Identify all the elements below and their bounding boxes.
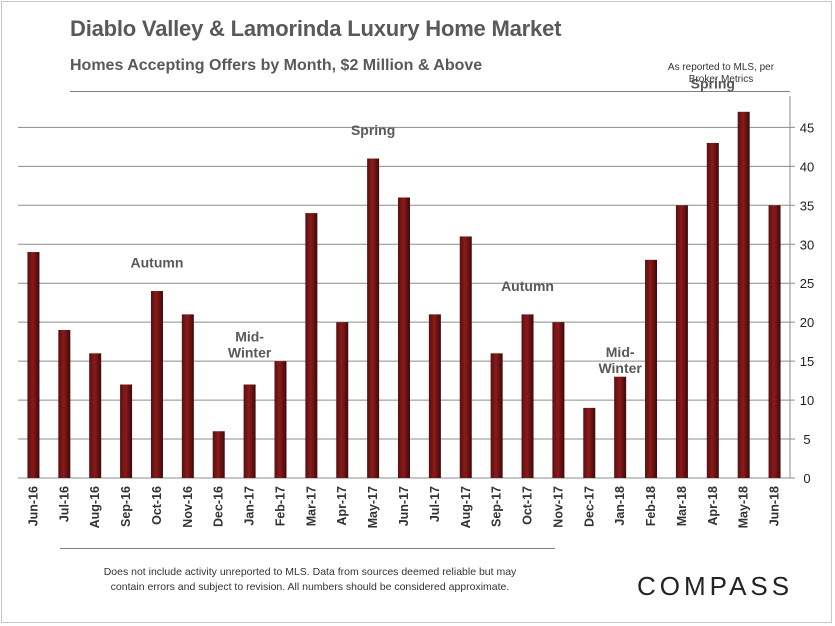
y-tick-label: 10 [800, 393, 814, 408]
x-tick-label: Oct-16 [150, 486, 164, 525]
bar [89, 353, 102, 478]
bar [490, 353, 503, 478]
bar [737, 111, 750, 479]
x-tick-label: Jun-17 [397, 486, 411, 526]
bar [274, 361, 287, 478]
bar [150, 291, 163, 478]
x-tick-label: Dec-16 [212, 486, 226, 527]
bar [367, 158, 380, 478]
x-tick-label: Aug-17 [459, 486, 473, 528]
bar [552, 322, 565, 478]
bar [428, 314, 441, 478]
y-tick-label: 5 [803, 432, 810, 447]
bar [336, 322, 349, 478]
source-note-line1: As reported to MLS, per [667, 62, 775, 73]
x-tick-label: Nov-16 [181, 486, 195, 528]
source-note-line2: Broker Metrics [688, 74, 754, 85]
x-tick-label: Oct-17 [521, 486, 535, 525]
x-tick-label: Sep-16 [119, 486, 133, 527]
x-tick-label: Mar-17 [304, 486, 318, 526]
x-tick-label: Feb-18 [644, 486, 658, 526]
x-tick-label: Jun-18 [768, 486, 782, 526]
y-tick-label: 0 [803, 471, 810, 486]
bar [305, 213, 318, 479]
x-tick-label: Aug-16 [88, 486, 102, 528]
footer-disclaimer: Does not include activity unreported to … [60, 565, 560, 595]
season-annotation: Mid-Winter [228, 329, 272, 361]
x-tick-label: Jan-18 [613, 486, 627, 526]
y-tick-label: 40 [800, 159, 814, 174]
bar [583, 407, 596, 478]
season-annotation: Mid-Winter [598, 344, 642, 376]
season-annotation: Spring [351, 122, 395, 138]
bar [706, 142, 719, 479]
season-annotation: Autumn [131, 255, 184, 271]
x-tick-label: Jul-16 [57, 486, 71, 522]
bar [645, 259, 658, 478]
x-tick-label: Jun-16 [26, 486, 40, 526]
y-tick-label: 20 [800, 315, 814, 330]
x-tick-label: Nov-17 [551, 486, 565, 528]
bar [181, 314, 194, 478]
bar-chart: 0 5 10 15 20 25 30 35 40 45 Jun-16 Jul-16 Aug-16 Sep-… [18, 75, 814, 528]
y-tick-label: 25 [800, 276, 814, 291]
bar [243, 384, 256, 478]
x-tick-label: Jan-17 [243, 486, 257, 526]
bar [120, 384, 133, 478]
y-tick-label: 15 [800, 354, 814, 369]
x-tick-label: May-18 [737, 486, 751, 528]
header-rule [70, 91, 790, 92]
footer-line2: contain errors and subject to revision. … [110, 581, 510, 593]
bar [675, 205, 688, 478]
chart-subtitle: Homes Accepting Offers by Month, $2 Mill… [70, 57, 483, 74]
x-tick-label: Apr-18 [706, 486, 720, 526]
bar [58, 329, 71, 478]
bar [521, 314, 534, 478]
x-tick-label: May-17 [366, 486, 380, 528]
x-tick-label: Feb-17 [273, 486, 287, 526]
chart-title: Diablo Valley & Lamorinda Luxury Home Ma… [70, 16, 562, 41]
y-tick-label: 30 [800, 237, 814, 252]
x-tick-label: Sep-17 [490, 486, 504, 527]
bar [614, 376, 627, 478]
x-tick-label: Mar-18 [675, 486, 689, 526]
x-tick-label: Dec-17 [582, 486, 596, 527]
season-annotation: Autumn [501, 278, 554, 294]
bar [398, 197, 410, 478]
y-tick-label: 45 [800, 120, 814, 135]
bar [459, 236, 472, 478]
source-note: As reported to MLS, per Broker Metrics [661, 62, 781, 86]
season-annotation: Spring [691, 75, 735, 91]
x-tick-label: Apr-17 [335, 486, 349, 526]
bar [768, 205, 781, 478]
y-tick-label: 35 [800, 198, 814, 213]
footer-rule [60, 548, 555, 549]
compass-logo: COMPASS [637, 571, 794, 601]
bar [27, 252, 40, 478]
x-tick-label: Jul-17 [428, 486, 442, 522]
bar [212, 431, 225, 478]
footer-line1: Does not include activity unreported to … [103, 566, 517, 578]
